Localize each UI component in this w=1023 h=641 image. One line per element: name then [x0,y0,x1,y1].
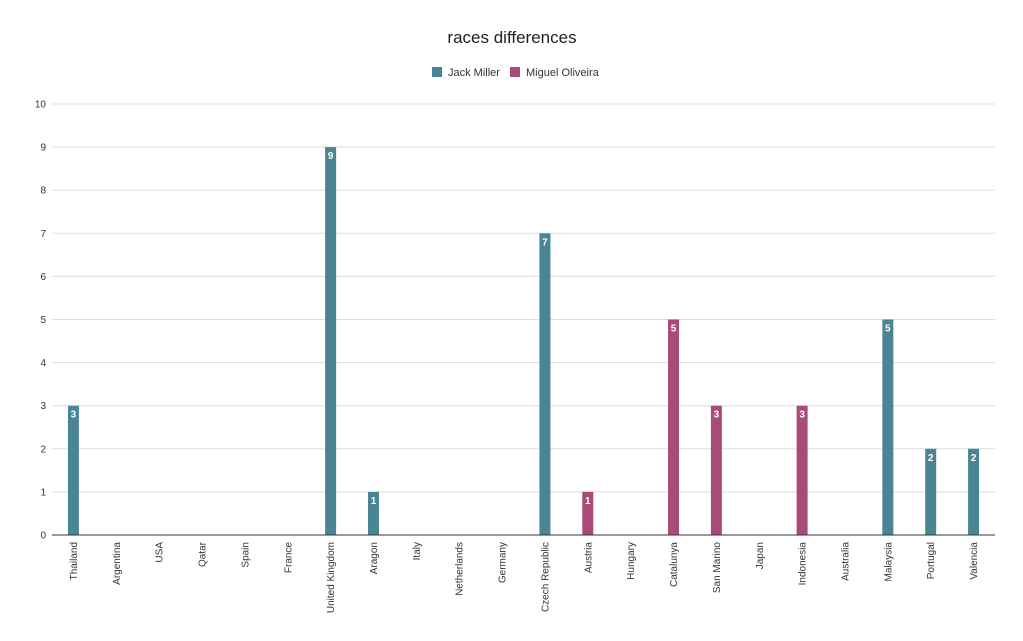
y-tick-label: 2 [40,444,46,455]
bar [882,319,894,535]
legend: Jack Miller Miguel Oliveira [432,67,600,79]
bar-value-label: 1 [371,496,377,507]
bar [925,448,937,535]
bar-value-label: 1 [585,496,591,507]
y-tick-label: 0 [40,531,46,542]
x-category-label: Argentina [112,542,123,585]
bar-value-label: 7 [542,237,548,248]
x-category-label: Netherlands [455,542,466,596]
x-category-label: Catalunya [669,542,680,587]
bar [710,405,722,535]
y-axis-ticks: 0 1 2 3 4 5 6 7 8 9 10 [35,100,47,542]
x-category-label: San Marino [712,542,723,594]
bar [539,233,551,536]
bar [796,405,808,535]
chart-title: races differences [447,28,576,47]
x-category-label: Hungary [626,542,637,580]
x-category-label: Italy [412,542,423,560]
x-category-label: USA [155,542,166,563]
x-category-label: Portugal [926,542,937,579]
x-category-label: Aragon [369,542,380,574]
bar [325,147,337,535]
bar [668,319,680,535]
bar [582,491,594,535]
gridlines [52,103,995,493]
legend-swatch [510,67,520,77]
y-tick-label: 3 [40,401,46,412]
x-category-label: Indonesia [798,542,809,586]
y-tick-label: 9 [40,143,46,154]
bar-value-label: 5 [671,324,677,335]
bar [968,448,980,535]
bar-value-label: 9 [328,151,334,162]
bars [67,147,980,536]
x-category-label: Malaysia [883,542,894,582]
x-category-label: Valencia [969,542,980,580]
bar-value-label: 2 [928,453,934,464]
bar-value-label: 3 [714,410,720,421]
bar-value-label: 3 [71,410,77,421]
y-tick-label: 6 [40,272,46,283]
y-tick-label: 4 [40,358,46,369]
bar [67,405,79,535]
bar-value-label: 3 [799,410,805,421]
y-tick-label: 7 [40,229,46,240]
y-tick-label: 1 [40,487,46,498]
bar-value-label: 2 [971,453,977,464]
legend-swatch [432,67,442,77]
x-category-label: Japan [755,542,766,569]
y-tick-label: 5 [40,315,46,326]
bar-value-label: 5 [885,324,891,335]
x-category-label: Thailand [69,542,80,580]
x-category-label: Czech Republic [540,542,551,612]
x-category-label: United Kingdom [326,542,337,613]
data-labels: 3 9 1 7 1 5 3 3 5 2 2 [71,151,977,507]
x-category-label: Austria [583,542,594,574]
x-category-label: Australia [840,542,851,581]
y-tick-label: 10 [35,100,47,111]
x-category-label: Germany [498,542,509,583]
y-tick-label: 8 [40,186,46,197]
x-category-label: Qatar [198,541,209,567]
x-axis-categories: Thailand Argentina USA Qatar Spain France Unit… [69,541,980,613]
x-category-label: France [283,542,294,574]
x-category-label: Spain [240,542,251,568]
legend-label: Jack Miller [448,67,500,79]
bar [367,491,379,535]
legend-label: Miguel Oliveira [526,67,600,79]
